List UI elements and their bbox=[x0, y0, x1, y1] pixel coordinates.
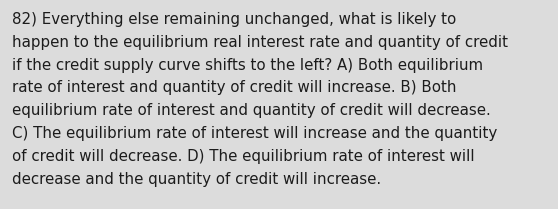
Text: rate of interest and quantity of credit will increase. B) Both: rate of interest and quantity of credit … bbox=[12, 80, 456, 95]
Text: 82) Everything else remaining unchanged, what is likely to: 82) Everything else remaining unchanged,… bbox=[12, 12, 456, 27]
Text: equilibrium rate of interest and quantity of credit will decrease.: equilibrium rate of interest and quantit… bbox=[12, 103, 490, 118]
Text: C) The equilibrium rate of interest will increase and the quantity: C) The equilibrium rate of interest will… bbox=[12, 126, 497, 141]
Text: of credit will decrease. D) The equilibrium rate of interest will: of credit will decrease. D) The equilibr… bbox=[12, 149, 475, 164]
Text: happen to the equilibrium real interest rate and quantity of credit: happen to the equilibrium real interest … bbox=[12, 35, 508, 50]
Text: if the credit supply curve shifts to the left? A) Both equilibrium: if the credit supply curve shifts to the… bbox=[12, 58, 483, 73]
Text: decrease and the quantity of credit will increase.: decrease and the quantity of credit will… bbox=[12, 172, 381, 187]
